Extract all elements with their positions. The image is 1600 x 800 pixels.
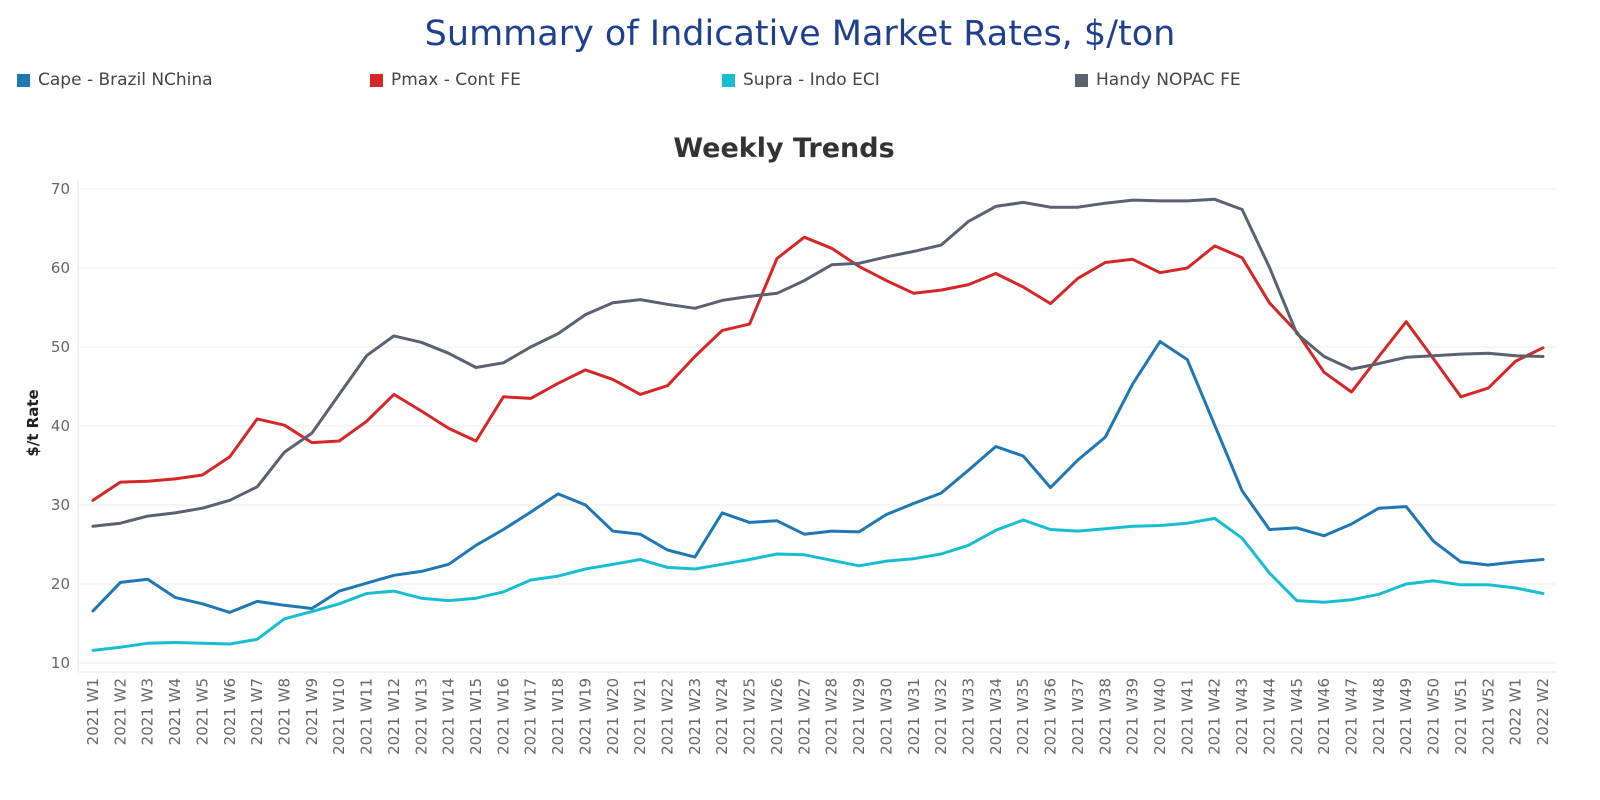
x-tick-label: 2021 W16 (494, 678, 512, 755)
x-tick-label: 2021 W47 (1342, 678, 1360, 755)
legend-swatch-pmax (370, 73, 383, 87)
x-tick-label: 2021 W5 (193, 678, 211, 745)
x-tick-label: 2021 W8 (276, 678, 294, 745)
x-tick-label: 2021 W41 (1178, 678, 1196, 755)
x-tick-label: 2021 W1 (84, 678, 102, 745)
x-tick-label: 2021 W3 (139, 678, 157, 745)
x-tick-label: 2021 W4 (166, 678, 184, 745)
x-tick-label: 2021 W14 (440, 678, 458, 755)
legend-label-supra: Supra - Indo ECI (743, 70, 880, 90)
legend-swatch-supra (722, 73, 735, 87)
legend-swatch-handy (1075, 73, 1088, 87)
grid-layer (78, 188, 1556, 664)
chart-title: Weekly Trends (673, 133, 894, 164)
x-tick-label: 2021 W36 (1042, 678, 1060, 755)
x-tick-label: 2021 W18 (549, 678, 567, 755)
series-line-cape-brazil-nchina[interactable] (91, 340, 1545, 614)
x-tick-label: 2021 W28 (823, 678, 841, 755)
x-tick-label: 2021 W20 (604, 678, 622, 755)
legend-label-handy: Handy NOPAC FE (1096, 70, 1241, 90)
y-tick-label-70: 70 (51, 180, 70, 198)
x-tick-label: 2021 W15 (467, 678, 485, 755)
x-tick-label: 2021 W19 (576, 678, 594, 755)
x-tick-label: 2021 W52 (1479, 678, 1497, 755)
x-tick-label: 2021 W35 (1014, 678, 1032, 755)
x-tick-label: 2021 W26 (768, 678, 786, 755)
x-tick-label: 2021 W50 (1425, 678, 1443, 755)
x-tick-label: 2021 W6 (221, 678, 239, 745)
x-tick-label: 2021 W9 (303, 678, 321, 745)
x-tick-label: 2021 W27 (795, 678, 813, 755)
y-tick-label-10: 10 (51, 654, 70, 672)
legend-label-cape: Cape - Brazil NChina (38, 70, 213, 90)
x-tick-label: 2021 W49 (1397, 678, 1415, 755)
x-tick-label: 2021 W37 (1069, 678, 1087, 755)
x-tick-label: 2021 W24 (713, 678, 731, 755)
y-tick-label-20: 20 (51, 575, 70, 593)
legend-label-pmax: Pmax - Cont FE (391, 70, 521, 90)
page-title: Summary of Indicative Market Rates, $/to… (424, 14, 1176, 54)
x-tick-label: 2021 W23 (686, 678, 704, 755)
y-tick-label-50: 50 (51, 338, 70, 356)
series-line-pmax-cont-fe[interactable] (91, 235, 1545, 502)
x-tick-label: 2021 W51 (1452, 678, 1470, 755)
x-tick-label: 2021 W11 (358, 678, 376, 755)
x-tick-label: 2021 W21 (631, 678, 649, 755)
x-tick-label: 2021 W38 (1096, 678, 1114, 755)
y-tick-label-40: 40 (51, 417, 70, 435)
x-tick-label: 2021 W10 (330, 678, 348, 755)
axis-layer: 10 20 30 40 50 60 70 2021 W1 2021 W2 2021 W3 2021 … (51, 180, 1556, 755)
x-tick-label: 2021 W45 (1288, 678, 1306, 755)
series-line-handy-nopac-fe[interactable] (91, 197, 1545, 528)
series-layer (91, 197, 1545, 652)
x-tick-label: 2021 W39 (1124, 678, 1142, 755)
legend-item-supra[interactable]: Supra - Indo ECI (722, 70, 880, 90)
x-tick-label: 2021 W25 (741, 678, 759, 755)
x-tick-label: 2021 W44 (1260, 678, 1278, 755)
y-tick-label-60: 60 (51, 259, 70, 277)
x-tick-label: 2021 W22 (659, 678, 677, 755)
x-tick-label: 2021 W7 (248, 678, 266, 745)
y-tick-label-30: 30 (51, 496, 70, 514)
x-tick-label: 2021 W40 (1151, 678, 1169, 755)
x-tick-label: 2021 W33 (959, 678, 977, 755)
legend-swatch-cape (17, 73, 30, 87)
x-tick-label: 2021 W29 (850, 678, 868, 755)
x-tick-label: 2021 W48 (1370, 678, 1388, 755)
x-tick-label: 2021 W46 (1315, 678, 1333, 755)
y-axis-title: $/t Rate (24, 389, 42, 456)
x-tick-label: 2021 W17 (522, 678, 540, 755)
x-tick-label: 2021 W32 (932, 678, 950, 755)
series-line-supra-indo-eci[interactable] (91, 516, 1545, 652)
legend-item-handy[interactable]: Handy NOPAC FE (1075, 70, 1241, 90)
x-tick-label: 2021 W30 (877, 678, 895, 755)
legend: Cape - Brazil NChina Pmax - Cont FE Supr… (0, 70, 1600, 96)
x-tick-label: 2022 W1 (1507, 678, 1525, 745)
x-tick-label: 2021 W13 (412, 678, 430, 755)
x-tick-label: 2021 W2 (111, 678, 129, 745)
x-tick-label: 2021 W42 (1206, 678, 1224, 755)
x-tick-label: 2021 W43 (1233, 678, 1251, 755)
x-tick-label: 2022 W2 (1534, 678, 1552, 745)
legend-item-pmax[interactable]: Pmax - Cont FE (370, 70, 521, 90)
x-tick-label: 2021 W34 (987, 678, 1005, 755)
x-tick-label: 2021 W31 (905, 678, 923, 755)
legend-item-cape[interactable]: Cape - Brazil NChina (17, 70, 213, 90)
x-tick-label: 2021 W12 (385, 678, 403, 755)
